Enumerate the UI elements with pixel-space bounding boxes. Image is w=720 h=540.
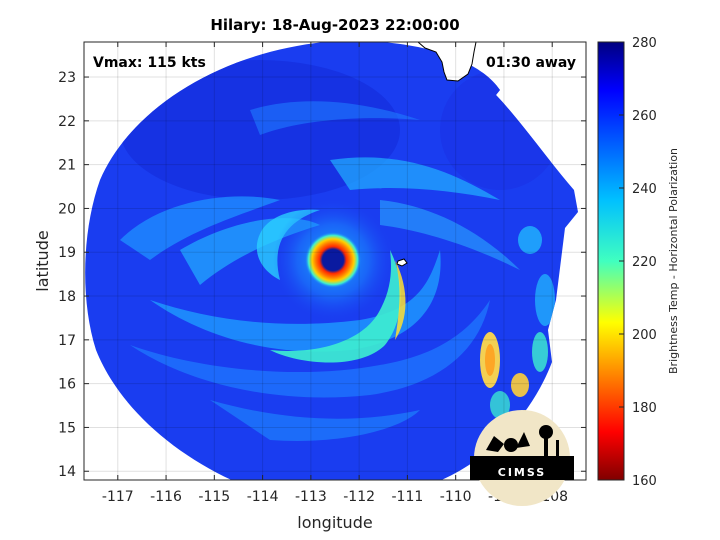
y-tick-label: 15	[58, 420, 76, 436]
island-outline	[396, 258, 408, 267]
y-axis: 14 15 16 17 18 19 20 21 22 23	[58, 70, 586, 480]
cimss-logo: CIMSS	[470, 410, 574, 506]
grid	[84, 42, 586, 480]
x-tick-label: -115	[198, 489, 230, 505]
x-tick-label: -112	[343, 489, 375, 505]
y-tick-label: 17	[58, 333, 76, 349]
colorbar-tick-label: 200	[632, 328, 657, 343]
x-tick-label: -111	[392, 489, 424, 505]
chart-title: Hilary: 18-Aug-2023 22:00:00	[210, 16, 459, 34]
colorbar-ticks: 160 180 200 220 240 260 280	[619, 36, 657, 489]
x-tick-label: -110	[440, 489, 472, 505]
logo-text: CIMSS	[498, 466, 546, 479]
y-tick-label: 18	[58, 289, 76, 305]
eye	[323, 250, 343, 270]
y-tick-label: 16	[58, 377, 76, 393]
colorbar-tick-label: 180	[632, 401, 657, 416]
x-tick-label: -114	[247, 489, 279, 505]
y-axis-label: latitude	[33, 230, 52, 291]
colorbar-tick-label: 280	[632, 36, 657, 51]
vmax-annotation: Vmax: 115 kts	[93, 55, 206, 71]
colorbar-label: Brightness Temp - Horizontal Polarizatio…	[667, 148, 680, 374]
coastline	[417, 42, 477, 82]
x-tick-label: -113	[295, 489, 327, 505]
y-tick-label: 19	[58, 245, 76, 261]
y-tick-label: 14	[58, 464, 76, 480]
x-tick-label: -116	[150, 489, 182, 505]
brightness-field	[85, 42, 578, 480]
colorbar-tick-label: 160	[632, 474, 657, 489]
plot-frame	[83, 41, 587, 481]
colorbar-tick-label: 220	[632, 255, 657, 270]
colorbar-tick-label: 240	[632, 182, 657, 197]
y-tick-label: 21	[58, 158, 76, 174]
y-tick-label: 23	[58, 70, 76, 86]
x-axis-label: longitude	[297, 513, 372, 532]
colorbar-tick-label: 260	[632, 109, 657, 124]
y-tick-label: 22	[58, 114, 76, 130]
x-tick-label: -117	[102, 489, 134, 505]
time-offset-annotation: 01:30 away	[486, 55, 576, 71]
y-tick-label: 20	[58, 201, 76, 217]
